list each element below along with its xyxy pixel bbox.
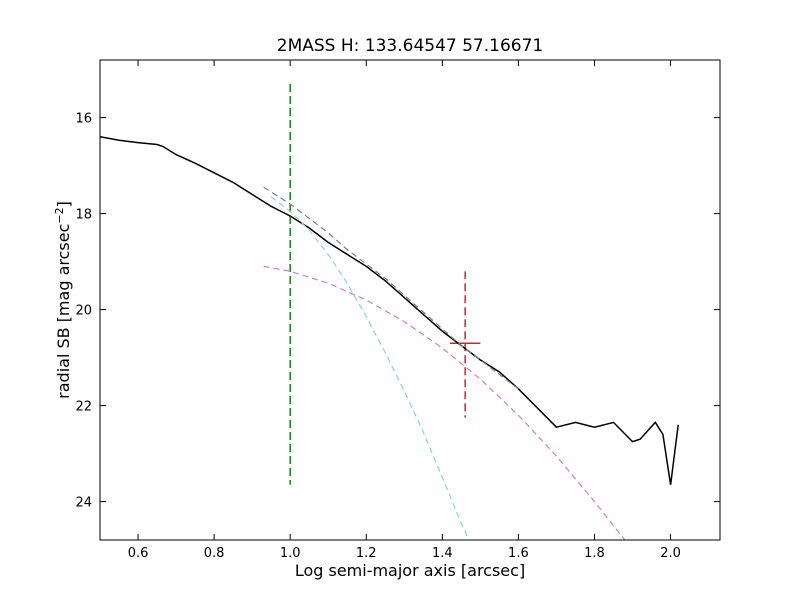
x-tick-label: 0.6 [128,546,149,561]
x-tick-label: 1.8 [584,546,605,561]
y-tick-label: 16 [75,112,92,127]
x-tick-label: 1.0 [280,546,301,561]
y-axis-label-main: radial SB [mag arcsec [54,224,73,399]
y-tick-label: 18 [75,208,92,223]
y-tick-label: 20 [75,304,92,319]
x-tick-label: 1.4 [432,546,453,561]
y-tick-label: 22 [75,400,92,415]
y-axis-label: radial SB [mag arcsec−2] [53,201,73,399]
series-line-2 [263,265,626,540]
x-tick-label: 0.8 [204,546,225,561]
series-line-1 [270,196,470,540]
chart-marks [100,84,679,540]
axis-ticks: 0.6 0.8 1.0 1.2 1.4 1.6 1.8 2.0 16 18 20 22 24 [75,60,720,561]
x-tick-label: 1.2 [356,546,377,561]
axes-frame [99,59,721,541]
y-axis-label-close: ] [54,201,73,207]
series-line-3 [263,186,519,390]
y-axis-label-superscript: −2 [53,207,66,223]
y-tick-label: 24 [75,496,92,511]
chart-title: 2MASS H: 133.64547 57.16671 [277,36,543,56]
series-line-0 [100,136,679,485]
x-tick-label: 2.0 [660,546,681,561]
x-axis-label: Log semi-major axis [arcsec] [295,561,525,580]
x-tick-label: 1.6 [508,546,529,561]
